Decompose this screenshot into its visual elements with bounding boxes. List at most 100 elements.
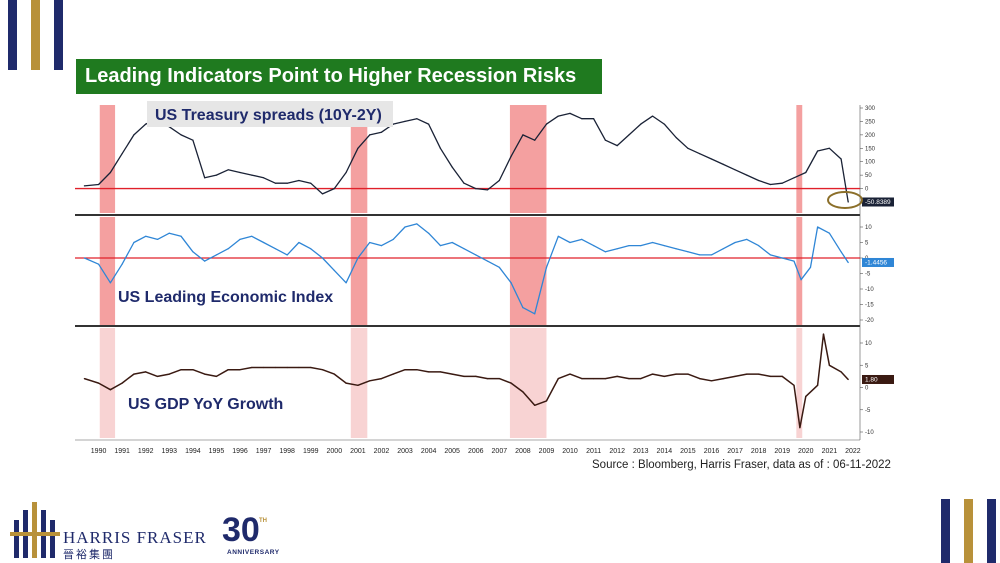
x-tick-label-23: 2013 bbox=[633, 448, 649, 455]
data-point-1-27 bbox=[404, 226, 406, 228]
recession-band-mid-3 bbox=[796, 217, 803, 325]
data-point-2-4 bbox=[133, 373, 135, 375]
data-point-1-26 bbox=[392, 238, 394, 240]
x-tick-label-6: 1996 bbox=[232, 448, 248, 455]
data-point-2-24 bbox=[369, 380, 371, 382]
last-value-label-1: -1.4456 bbox=[865, 260, 887, 267]
y-tick-label-0-1: 250 bbox=[865, 119, 876, 125]
data-point-2-49 bbox=[663, 375, 665, 377]
data-point-2-3 bbox=[121, 382, 123, 384]
data-point-2-0 bbox=[83, 378, 85, 380]
data-point-2-36 bbox=[510, 382, 512, 384]
x-tick-label-20: 2010 bbox=[562, 448, 578, 455]
x-tick-label-30: 2020 bbox=[798, 448, 814, 455]
data-point-0-14 bbox=[251, 174, 253, 176]
y-tick-label-0-4: 100 bbox=[865, 160, 876, 166]
data-point-1-56 bbox=[746, 238, 748, 240]
data-point-2-30 bbox=[439, 371, 441, 373]
y-tick-label-2-3: -5 bbox=[865, 408, 871, 414]
data-point-0-51 bbox=[687, 147, 689, 149]
source-note: Source : Bloomberg, Harris Fraser, data … bbox=[592, 459, 891, 471]
x-tick-label-21: 2011 bbox=[586, 448, 601, 455]
reference-lines-layer bbox=[75, 187, 860, 259]
data-point-1-37 bbox=[522, 307, 524, 309]
inversion-highlight-circle bbox=[827, 191, 863, 209]
data-point-0-13 bbox=[239, 171, 241, 174]
data-point-2-17 bbox=[286, 366, 288, 369]
y-tick-label-1-6: -20 bbox=[865, 318, 874, 324]
data-point-2-25 bbox=[380, 378, 383, 380]
data-point-0-12 bbox=[227, 169, 229, 171]
data-point-2-65 bbox=[828, 364, 831, 366]
data-point-1-60 bbox=[793, 260, 795, 262]
data-point-2-12 bbox=[227, 369, 229, 371]
data-point-0-46 bbox=[628, 134, 630, 136]
data-point-2-19 bbox=[310, 366, 312, 369]
x-tick-label-13: 2003 bbox=[397, 448, 413, 455]
last-value-badge-0 bbox=[862, 197, 894, 207]
data-point-1-24 bbox=[369, 241, 371, 244]
corner-bar-navy-left-2 bbox=[54, 0, 63, 70]
data-point-1-9 bbox=[192, 251, 194, 253]
data-point-1-51 bbox=[687, 251, 689, 253]
data-point-0-20 bbox=[321, 193, 324, 195]
recession-band-bottom-3 bbox=[796, 328, 803, 438]
data-point-1-40 bbox=[557, 235, 559, 237]
data-point-1-48 bbox=[652, 241, 654, 244]
last-value-badge-2 bbox=[862, 374, 894, 384]
data-point-2-50 bbox=[675, 373, 677, 375]
data-point-1-19 bbox=[310, 248, 312, 250]
data-point-2-47 bbox=[640, 378, 642, 380]
data-point-1-15 bbox=[263, 241, 265, 244]
data-point-1-10 bbox=[204, 260, 206, 262]
x-tick-label-14: 2004 bbox=[421, 448, 437, 455]
data-point-0-19 bbox=[310, 182, 312, 184]
data-point-0-30 bbox=[439, 147, 441, 149]
data-point-2-67 bbox=[847, 378, 849, 381]
x-tick-label-16: 2006 bbox=[468, 448, 484, 455]
data-point-1-20 bbox=[321, 257, 324, 259]
treasury-label-box bbox=[147, 101, 393, 127]
series-line-0-0 bbox=[84, 112, 849, 203]
data-point-1-49 bbox=[663, 245, 665, 247]
data-point-1-3 bbox=[121, 263, 123, 265]
data-point-0-29 bbox=[428, 123, 430, 125]
data-point-2-54 bbox=[722, 378, 724, 380]
data-point-1-6 bbox=[156, 238, 159, 240]
data-point-1-14 bbox=[251, 235, 253, 237]
data-point-0-36 bbox=[510, 155, 512, 157]
corner-bar-gold-right bbox=[964, 499, 973, 563]
data-point-2-56 bbox=[746, 373, 748, 375]
data-point-2-57 bbox=[758, 373, 760, 375]
data-point-1-23 bbox=[357, 257, 359, 259]
corner-bar-navy-right-1 bbox=[941, 499, 950, 563]
data-point-0-49 bbox=[663, 123, 665, 125]
data-point-0-2 bbox=[109, 171, 111, 174]
data-point-1-55 bbox=[734, 241, 736, 244]
x-tick-label-24: 2014 bbox=[657, 448, 673, 455]
data-point-1-53 bbox=[710, 254, 713, 256]
data-point-0-56 bbox=[746, 174, 748, 176]
data-point-0-34 bbox=[486, 189, 489, 191]
data-point-0-31 bbox=[451, 166, 453, 168]
data-point-0-32 bbox=[463, 182, 465, 184]
data-point-2-41 bbox=[569, 373, 571, 375]
y-tick-label-1-0: 10 bbox=[865, 225, 872, 231]
data-point-0-9 bbox=[192, 139, 194, 141]
data-point-0-47 bbox=[640, 123, 642, 125]
data-point-2-33 bbox=[475, 375, 477, 377]
data-point-0-10 bbox=[204, 177, 206, 179]
harris-fraser-logo-icon bbox=[10, 502, 60, 558]
data-point-2-51 bbox=[687, 373, 689, 375]
x-tick-label-26: 2016 bbox=[704, 448, 720, 455]
data-point-1-63 bbox=[817, 226, 819, 228]
data-point-2-58 bbox=[769, 375, 772, 377]
data-point-1-36 bbox=[510, 282, 512, 284]
data-point-0-15 bbox=[263, 177, 265, 179]
y-tick-label-2-2: 0 bbox=[865, 386, 869, 392]
data-point-1-13 bbox=[239, 238, 241, 240]
recession-band-top-3 bbox=[796, 105, 803, 213]
data-point-0-3 bbox=[121, 153, 123, 155]
y-tick-label-0-5: 50 bbox=[865, 173, 872, 179]
brand-name-cjk: 晉裕集團 bbox=[63, 548, 115, 561]
